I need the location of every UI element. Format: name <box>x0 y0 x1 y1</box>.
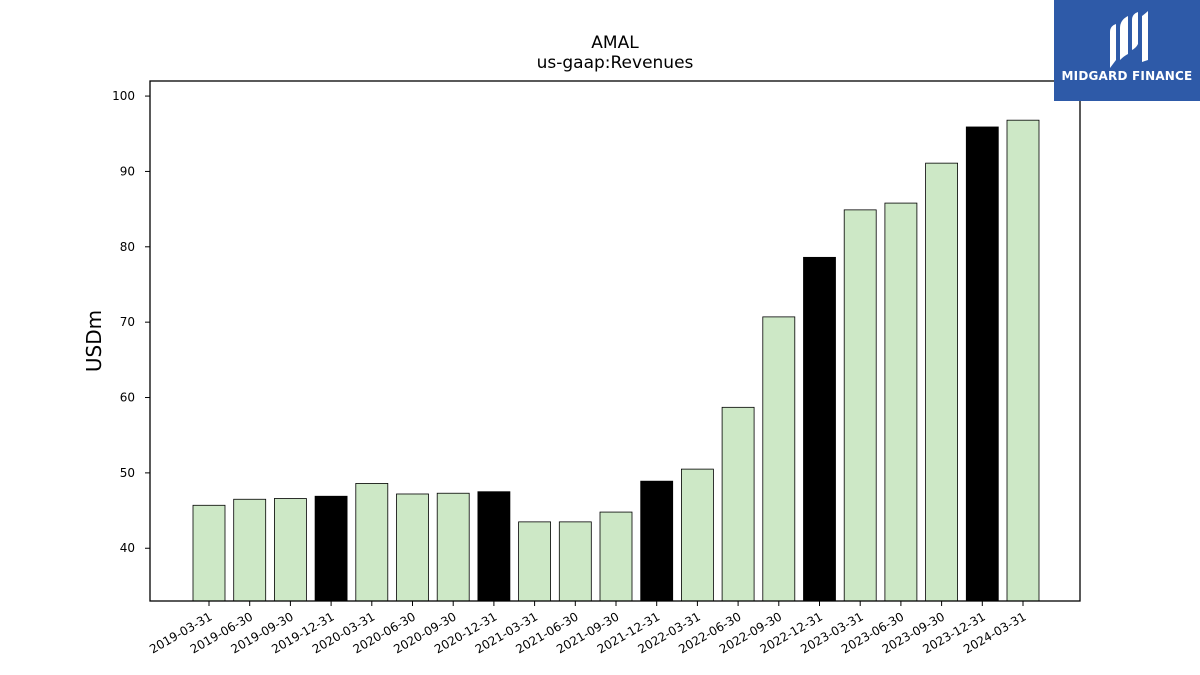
bar-2019-09-30 <box>273 498 307 602</box>
chart-subtitle: us-gaap:Revenues <box>537 53 694 73</box>
bar-2023-09-30 <box>925 162 958 602</box>
y-axis-label: USDm <box>82 310 106 372</box>
midgard-logo-icon <box>1110 11 1148 68</box>
bar-2022-09-30 <box>762 316 796 602</box>
bars-group <box>192 119 1040 602</box>
bar-2023-12-31 <box>965 126 999 602</box>
y-tick-label: 40 <box>120 541 135 555</box>
bar-2019-06-30 <box>233 498 267 602</box>
y-tick-label: 60 <box>120 391 135 405</box>
bar-2021-03-31 <box>518 521 551 602</box>
bar-2023-06-30 <box>884 202 918 602</box>
y-tick-label: 90 <box>120 164 135 178</box>
plot-frame <box>149 80 1081 602</box>
bar-2022-06-30 <box>721 406 755 602</box>
logo-text: MIDGARD FINANCE <box>1061 69 1193 83</box>
bar-2022-03-31 <box>681 468 714 602</box>
y-tick-label: 50 <box>120 466 135 480</box>
bar-2019-12-31 <box>314 495 348 602</box>
x-axis: 2019-03-312019-06-302019-09-302019-12-31… <box>147 601 1029 656</box>
brand-logo: MIDGARD FINANCE <box>1054 0 1200 101</box>
y-tick-label: 100 <box>112 89 135 103</box>
bar-2021-12-31 <box>640 480 674 602</box>
y-tick-label: 80 <box>120 240 135 254</box>
bar-2020-06-30 <box>396 493 429 602</box>
chart-title: AMAL <box>591 33 639 53</box>
bar-2024-03-31 <box>1006 119 1040 602</box>
bar-2023-03-31 <box>843 209 877 602</box>
bar-2021-06-30 <box>558 521 592 602</box>
bar-2019-03-31 <box>192 504 226 602</box>
y-axis: 40 50 60 70 80 90 100 <box>112 89 150 555</box>
bar-2022-12-31 <box>803 256 836 602</box>
bar-2020-12-31 <box>477 491 511 602</box>
y-tick-label: 70 <box>120 315 135 329</box>
bar-2021-09-30 <box>599 511 633 602</box>
bar-2020-03-31 <box>355 483 389 602</box>
bar-2020-09-30 <box>436 492 470 602</box>
